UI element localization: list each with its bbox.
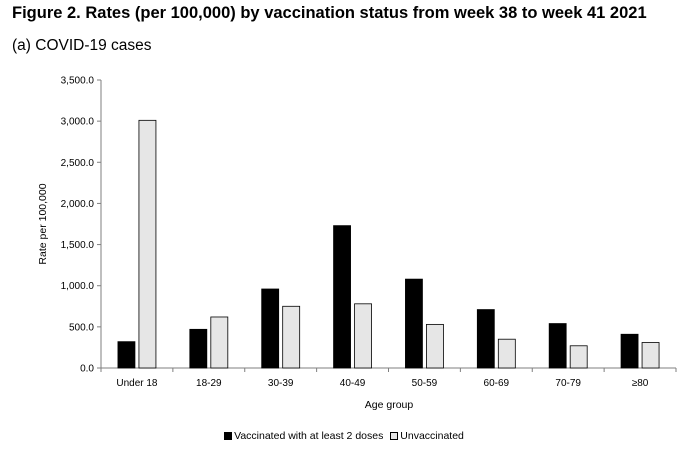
legend-swatch-unvaccinated bbox=[390, 432, 399, 440]
y-tick-label: 2,500.0 bbox=[61, 158, 95, 169]
legend-item-unvaccinated: Unvaccinated bbox=[390, 430, 464, 442]
y-tick-label: 500.0 bbox=[69, 322, 94, 333]
x-tick-label: Under 18 bbox=[116, 378, 158, 389]
bar-vaccinated bbox=[333, 225, 351, 369]
bar-vaccinated bbox=[620, 333, 639, 369]
x-tick-label: 50-59 bbox=[412, 378, 438, 389]
bar-vaccinated bbox=[476, 309, 495, 369]
bar-vaccinated bbox=[261, 288, 280, 369]
bar-unvaccinated bbox=[497, 338, 516, 369]
bar-unvaccinated bbox=[641, 342, 660, 369]
x-tick-label: 40-49 bbox=[340, 378, 366, 389]
y-tick-label: 2,000.0 bbox=[61, 199, 95, 210]
bar-unvaccinated bbox=[282, 305, 301, 369]
y-tick-label: 1,000.0 bbox=[61, 281, 95, 292]
y-tick-label: 0.0 bbox=[80, 364, 94, 375]
bar-vaccinated bbox=[117, 341, 136, 369]
y-tick-label: 3,500.0 bbox=[61, 76, 95, 87]
x-tick-label: 18-29 bbox=[196, 378, 222, 389]
bar-unvaccinated bbox=[569, 345, 588, 369]
x-tick-label: 70-79 bbox=[555, 378, 581, 389]
y-tick-label: 1,500.0 bbox=[61, 240, 95, 251]
bar-vaccinated bbox=[405, 278, 423, 369]
x-axis-label: Age group bbox=[365, 399, 414, 411]
x-tick-label: 30-39 bbox=[268, 378, 294, 389]
figure-subtitle: (a) COVID-19 cases bbox=[12, 37, 152, 54]
bar-unvaccinated bbox=[354, 303, 372, 369]
chart-legend: Vaccinated with at least 2 doses Unvacci… bbox=[0, 430, 688, 443]
bar-unvaccinated bbox=[138, 119, 157, 369]
legend-label-vaccinated: Vaccinated with at least 2 doses bbox=[234, 430, 384, 442]
legend-item-vaccinated: Vaccinated with at least 2 doses bbox=[224, 430, 383, 442]
y-axis-label: Rate per 100,000 bbox=[37, 183, 49, 264]
bar-vaccinated bbox=[189, 328, 208, 369]
legend-label-unvaccinated: Unvaccinated bbox=[400, 430, 464, 442]
figure-title: Figure 2. Rates (per 100,000) by vaccina… bbox=[12, 4, 647, 22]
bar-unvaccinated bbox=[426, 323, 444, 369]
bar-unvaccinated bbox=[210, 316, 229, 369]
x-tick-label: ≥80 bbox=[632, 378, 649, 389]
y-tick-label: 3,000.0 bbox=[61, 117, 95, 128]
legend-swatch-vaccinated bbox=[224, 432, 233, 440]
x-tick-label: 60-69 bbox=[484, 378, 510, 389]
bar-vaccinated bbox=[548, 323, 567, 369]
